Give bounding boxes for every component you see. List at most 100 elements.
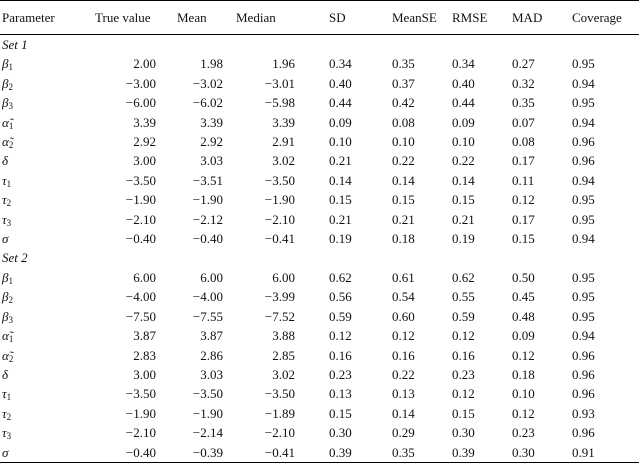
parameter-subscript: 3 (8, 314, 13, 325)
coverage-cell: 0.94 (572, 328, 595, 344)
mad-cell: 0.10 (512, 386, 535, 402)
meanse-cell: 0.08 (392, 114, 415, 130)
rmse-cell: 0.59 (452, 308, 475, 324)
median-cell: −2.10 (264, 425, 295, 441)
sd-cell: 0.30 (329, 425, 352, 441)
meanse-cell: 0.21 (392, 211, 415, 227)
sd-cell: 0.40 (329, 75, 352, 91)
coverage-cell: 0.95 (572, 95, 595, 111)
table-row: τ2 −1.90 −1.90 −1.90 0.15 0.15 0.15 0.12 0.95 (0, 190, 639, 209)
parameter-symbol: β (2, 269, 9, 285)
rmse-cell: 0.09 (452, 114, 475, 130)
meanse-cell: 0.13 (392, 386, 415, 402)
parameter-cell: τ3 (0, 210, 82, 229)
parameter-symbol: δ (2, 366, 9, 382)
parameter-symbol: β (2, 75, 9, 91)
true-value-cell: 3.00 (133, 153, 156, 169)
mad-cell: 0.50 (512, 269, 535, 285)
mean-cell: −6.02 (192, 95, 223, 111)
sd-cell: 0.62 (329, 269, 352, 285)
true-value-cell: 3.00 (133, 366, 156, 382)
sd-cell: 0.44 (329, 95, 352, 111)
median-cell: −0.41 (223, 442, 295, 463)
mad-cell: 0.12 (512, 347, 535, 363)
parameter-subscript: 2 (8, 81, 13, 92)
parameter-symbol: β (2, 95, 9, 111)
rmse-cell: 0.15 (452, 405, 475, 421)
parameter-subscript: 2 (8, 295, 13, 306)
parameter-symbol: τ (2, 425, 7, 441)
meanse-cell: 0.15 (392, 192, 415, 208)
median-cell: −2.10 (264, 211, 295, 227)
mad-cell: 0.48 (512, 308, 535, 324)
coverage-cell: 0.96 (572, 134, 595, 150)
median-cell: 1.96 (272, 56, 295, 72)
table-row: β3 −6.00 −6.02 −5.98 0.44 0.42 0.44 0.35 0.95 (0, 93, 639, 112)
mean-cell: −1.90 (192, 405, 223, 421)
sd-cell: 0.09 (329, 114, 352, 130)
rmse-cell: 0.44 (452, 95, 475, 111)
sd-cell: 0.14 (329, 172, 352, 188)
col-header-coverage: Coverage (572, 0, 639, 35)
coverage-cell: 0.96 (572, 425, 595, 441)
meanse-cell: 0.22 (392, 366, 415, 382)
parameter-symbol: σ (2, 231, 9, 247)
rmse-cell: 0.62 (452, 269, 475, 285)
parameter-cell: β1 (0, 54, 82, 73)
coverage-cell: 0.96 (572, 386, 595, 402)
true-value-cell: 2.83 (133, 347, 156, 363)
median-cell: −3.01 (264, 75, 295, 91)
coverage-cell: 0.95 (572, 289, 595, 305)
table-row: β2 −4.00 −4.00 −3.99 0.56 0.54 0.55 0.45 0.95 (0, 287, 639, 306)
col-header-sd: SD (295, 0, 392, 35)
meanse-cell: 0.42 (392, 95, 415, 111)
table-row: τ3 −2.10 −2.14 −2.10 0.30 0.29 0.30 0.23 0.96 (0, 423, 639, 442)
mean-cell: 2.86 (200, 347, 223, 363)
rmse-cell: 0.19 (452, 231, 475, 247)
median-cell: 3.88 (272, 328, 295, 344)
parameter-symbol: σ (2, 444, 9, 460)
parameter-subscript: 3 (6, 217, 12, 228)
parameter-subscript: 2 (8, 140, 14, 151)
parameter-subscript: 1 (8, 120, 14, 131)
table-row: τ2 −1.90 −1.90 −1.89 0.15 0.14 0.15 0.12 0.93 (0, 404, 639, 423)
table-row: β2 −3.00 −3.02 −3.01 0.40 0.37 0.40 0.32 0.94 (0, 74, 639, 93)
rmse-cell: 0.30 (452, 425, 475, 441)
rmse-cell: 0.22 (452, 153, 475, 169)
parameter-symbol: α̃ (2, 347, 9, 363)
sd-cell: 0.15 (329, 192, 352, 208)
coverage-cell: 0.95 (572, 211, 595, 227)
median-cell: 3.02 (272, 366, 295, 382)
col-header-true-value: True value (82, 0, 156, 35)
rmse-cell: 0.16 (452, 347, 475, 363)
parameter-subscript: 2 (6, 411, 12, 422)
col-header-parameter: Parameter (0, 0, 82, 35)
table-row: δ 3.00 3.03 3.02 0.21 0.22 0.22 0.17 0.96 (0, 151, 639, 170)
median-cell: 2.91 (272, 134, 295, 150)
mad-cell: 0.35 (512, 95, 535, 111)
parameter-symbol: α̃ (2, 134, 9, 150)
true-value-cell: −3.50 (125, 172, 156, 188)
mean-cell: −7.55 (192, 308, 223, 324)
parameter-symbol: α̃ (2, 114, 9, 130)
parameter-symbol: β (2, 308, 9, 324)
coverage-cell: 0.96 (572, 153, 595, 169)
rmse-cell: 0.39 (452, 442, 512, 463)
parameter-cell: α̃1 (0, 113, 82, 132)
sd-cell: 0.39 (295, 442, 392, 463)
parameter-cell: σ (0, 229, 82, 248)
parameter-subscript: 3 (8, 101, 13, 112)
parameter-cell: δ (0, 151, 82, 170)
mean-cell: 1.98 (200, 56, 223, 72)
true-value-cell: 6.00 (133, 269, 156, 285)
mad-cell: 0.27 (512, 56, 535, 72)
meanse-cell: 0.18 (392, 231, 415, 247)
coverage-cell: 0.96 (572, 347, 595, 363)
mean-cell: −3.50 (192, 386, 223, 402)
mean-cell: 3.39 (200, 114, 223, 130)
meanse-cell: 0.14 (392, 172, 415, 188)
parameter-subscript: 1 (8, 62, 13, 73)
median-cell: −3.50 (264, 386, 295, 402)
mean-cell: 3.03 (200, 366, 223, 382)
